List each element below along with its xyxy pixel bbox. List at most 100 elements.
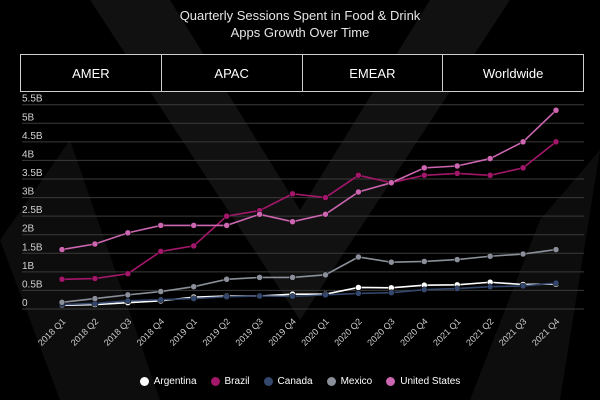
data-point-canada <box>124 297 132 305</box>
legend-marker-canada <box>263 377 273 386</box>
data-point-united-states <box>223 222 230 229</box>
series-line-mexico <box>61 248 557 304</box>
data-point-canada <box>519 282 527 290</box>
data-point-brazil <box>486 172 494 179</box>
data-point-united-states <box>190 222 197 229</box>
legend-item-mexico[interactable]: Mexico <box>326 376 373 387</box>
data-point-united-states <box>124 229 132 237</box>
data-point-canada <box>289 293 296 300</box>
data-point-mexico <box>190 283 197 290</box>
data-point-canada <box>388 289 395 296</box>
legend-label: Canada <box>277 376 313 387</box>
legend-item-united-states[interactable]: United States <box>386 376 460 387</box>
data-point-mexico <box>519 250 527 258</box>
data-point-mexico <box>289 274 296 281</box>
legend-marker-argentina <box>139 377 149 386</box>
x-tick-label: 2018 Q4 <box>135 316 166 347</box>
data-point-united-states <box>256 211 263 218</box>
region-tab-bar: AMER APAC EMEAR Worldwide <box>20 54 584 92</box>
data-point-canada <box>223 293 230 300</box>
data-point-mexico <box>91 295 99 302</box>
data-point-canada <box>157 296 165 303</box>
data-point-canada <box>355 290 362 297</box>
data-point-canada <box>552 279 560 287</box>
data-point-canada <box>421 286 428 293</box>
data-point-canada <box>190 295 197 302</box>
legend-label: Mexico <box>340 376 373 387</box>
series-line-united-states <box>61 109 557 251</box>
data-point-mexico <box>421 258 428 265</box>
y-tick-label: 4B <box>22 149 35 160</box>
x-tick-label: 2021 Q1 <box>431 316 462 347</box>
y-tick-label: 1B <box>22 261 35 272</box>
data-point-mexico <box>223 276 230 283</box>
legend-label: Argentina <box>153 376 197 387</box>
data-point-united-states <box>355 188 362 196</box>
legend-marker-brazil <box>210 377 220 386</box>
x-tick-label: 2019 Q3 <box>234 316 265 347</box>
data-point-argentina <box>355 284 362 291</box>
data-point-brazil <box>355 172 362 179</box>
y-tick-label: 2B <box>22 224 35 235</box>
legend-label: United States <box>400 376 461 387</box>
data-point-mexico <box>256 274 263 281</box>
y-tick-label: 0 <box>22 298 28 309</box>
legend-item-canada[interactable]: Canada <box>263 376 313 387</box>
data-point-canada <box>486 283 494 290</box>
data-point-mexico <box>322 271 329 279</box>
data-point-mexico <box>157 288 165 295</box>
data-point-united-states <box>289 218 296 225</box>
data-point-canada <box>256 292 263 300</box>
y-tick-label: 5.5B <box>22 94 43 105</box>
x-tick-label: 2020 Q4 <box>398 316 429 347</box>
data-point-brazil <box>421 172 428 179</box>
data-point-united-states <box>519 138 527 146</box>
tab-apac[interactable]: APAC <box>162 55 303 91</box>
data-point-brazil <box>322 194 329 201</box>
x-tick-label: 2021 Q4 <box>530 316 561 347</box>
data-point-united-states <box>486 155 494 162</box>
series-line-argentina <box>61 281 557 307</box>
legend-item-brazil[interactable]: Brazil <box>210 376 250 387</box>
data-point-united-states <box>552 107 560 114</box>
legend-marker-mexico <box>326 377 336 386</box>
y-tick-label: 5B <box>22 112 35 123</box>
tab-amer[interactable]: AMER <box>21 55 162 91</box>
data-point-united-states <box>453 162 461 170</box>
data-point-brazil <box>157 248 165 255</box>
x-tick-label: 2019 Q4 <box>266 316 297 347</box>
data-point-canada <box>322 291 329 299</box>
data-point-united-states <box>91 240 99 248</box>
y-tick-label: 3B <box>22 187 35 198</box>
data-point-brazil <box>519 164 527 172</box>
chart-legend: Argentina Brazil Canada Mexico United States <box>0 376 600 387</box>
data-point-mexico <box>355 253 362 261</box>
x-tick-label: 2018 Q1 <box>36 316 67 347</box>
series-line-brazil <box>61 141 557 281</box>
x-tick-label: 2018 Q2 <box>69 316 100 347</box>
data-point-canada <box>453 285 461 292</box>
series-line-canada <box>61 282 557 306</box>
data-point-brazil <box>289 190 296 198</box>
data-point-brazil <box>453 170 461 177</box>
data-point-brazil <box>190 242 197 250</box>
data-point-mexico <box>453 256 461 263</box>
data-point-brazil <box>91 275 99 282</box>
tab-emear[interactable]: EMEAR <box>303 55 444 91</box>
x-tick-label: 2018 Q3 <box>102 316 133 347</box>
tab-worldwide[interactable]: Worldwide <box>482 65 544 81</box>
y-tick-label: 3.5B <box>22 168 43 179</box>
x-tick-label: 2019 Q1 <box>168 316 199 347</box>
x-tick-label: 2019 Q2 <box>201 316 232 347</box>
data-point-united-states <box>157 222 165 229</box>
y-tick-label: 2.5B <box>22 205 43 216</box>
chart-title-line-2: Apps Growth Over Time <box>230 25 370 40</box>
x-tick-label: 2020 Q1 <box>299 316 330 347</box>
y-tick-label: 0.5B <box>22 279 43 290</box>
data-point-mexico <box>552 246 560 253</box>
legend-item-argentina[interactable]: Argentina <box>139 376 197 387</box>
x-tick-label: 2021 Q2 <box>464 316 495 347</box>
legend-label: Brazil <box>224 376 250 387</box>
data-point-brazil <box>124 270 132 277</box>
